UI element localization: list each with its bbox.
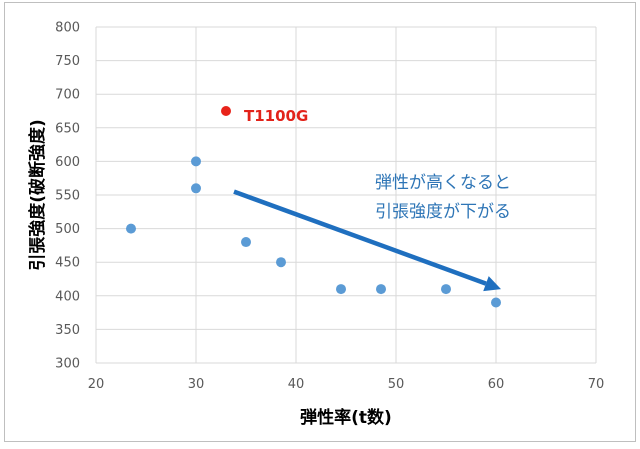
trend-arrow-head	[483, 276, 501, 292]
x-tick-labels: 20 30 40 50 60 70	[88, 377, 605, 392]
data-point	[491, 297, 501, 308]
data-point	[191, 156, 201, 167]
data-point	[276, 257, 286, 268]
x-tick-label: 40	[288, 377, 305, 392]
x-tick-label: 50	[388, 377, 405, 392]
y-tick-label: 750	[55, 54, 80, 69]
data-point	[336, 284, 346, 295]
y-tick-label: 500	[55, 222, 80, 237]
data-point	[241, 237, 251, 248]
data-point	[441, 284, 451, 295]
annotation-line-2: 引張強度が下がる	[375, 202, 511, 222]
x-axis-title: 弾性率(t数)	[300, 407, 392, 428]
x-tick-label: 70	[588, 377, 605, 392]
y-tick-label: 700	[55, 88, 80, 103]
grid-lines	[95, 26, 597, 364]
y-tick-label: 350	[55, 323, 80, 338]
y-tick-labels: 300 350 400 450 500 550 600 650 700 750 800	[55, 21, 80, 372]
x-tick-label: 60	[488, 377, 505, 392]
trend-annotation: 弾性が高くなると 引張強度が下がる	[375, 173, 511, 222]
y-tick-label: 300	[55, 357, 80, 372]
y-tick-label: 550	[55, 189, 80, 204]
x-tick-label: 20	[88, 377, 105, 392]
data-point	[126, 223, 136, 234]
x-tick-label: 30	[188, 377, 205, 392]
y-axis-title: 引張強度(破断強度)	[27, 119, 48, 271]
data-points	[126, 156, 501, 308]
data-point	[191, 183, 201, 194]
highlight-group: T1100G	[221, 106, 308, 125]
y-tick-label: 400	[55, 289, 80, 304]
trend-arrow-group	[233, 189, 501, 292]
y-tick-label: 800	[55, 21, 80, 36]
highlight-label: T1100G	[244, 107, 308, 125]
annotation-line-1: 弾性が高くなると	[375, 173, 511, 193]
trend-arrow-shaft	[233, 189, 487, 286]
highlight-point-t1100g	[221, 106, 231, 116]
y-tick-label: 600	[55, 155, 80, 170]
y-tick-label: 450	[55, 256, 80, 271]
data-point	[376, 284, 386, 295]
y-tick-label: 650	[55, 121, 80, 136]
